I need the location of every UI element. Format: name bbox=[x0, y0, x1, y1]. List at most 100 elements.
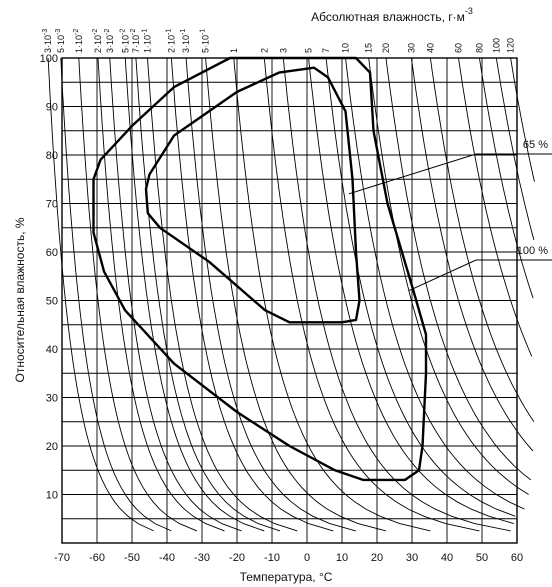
top-tick-mantissa: 1·10 bbox=[143, 35, 153, 53]
top-tick-mantissa: 30 bbox=[406, 43, 416, 53]
x-axis-label: Температура, °С bbox=[240, 570, 333, 584]
top-tick-exponent: -2 bbox=[104, 29, 111, 35]
top-tick-label: 3·10-2 bbox=[104, 29, 115, 53]
top-tick-label: 5·10-2 bbox=[119, 29, 130, 53]
top-tick-label: 3·10-3 bbox=[42, 29, 53, 53]
top-tick-mantissa: 5 bbox=[304, 48, 314, 53]
top-tick-label: 2 bbox=[259, 48, 269, 53]
top-tick-mantissa: 7 bbox=[321, 48, 331, 53]
top-tick-label: 7 bbox=[321, 48, 331, 53]
top-tick-mantissa: 40 bbox=[425, 43, 435, 53]
x-tick-label: -10 bbox=[264, 552, 280, 564]
top-tick-label: 3 bbox=[278, 48, 288, 53]
top-tick-label: 10 bbox=[341, 43, 351, 53]
y-tick-label: 30 bbox=[46, 393, 58, 405]
top-tick-exponent: -2 bbox=[92, 29, 99, 35]
x-tick-label: -60 bbox=[89, 552, 105, 564]
y-axis-label: Относительная влажность, % bbox=[13, 217, 27, 382]
top-tick-exponent: -2 bbox=[73, 29, 80, 35]
absolute-humidity-line bbox=[478, 57, 534, 299]
absolute-humidity-line bbox=[185, 57, 356, 532]
contour-65-percent bbox=[144, 66, 361, 324]
top-tick-exponent: -2 bbox=[119, 29, 126, 35]
annotation-label: 100 % bbox=[517, 245, 548, 257]
absolute-humidity-line bbox=[147, 57, 298, 532]
top-tick-mantissa: 100 bbox=[491, 38, 501, 53]
top-tick-labels: 3·10-35·10-31·10-22·10-23·10-25·10-27·10… bbox=[42, 29, 515, 53]
top-tick-label: 80 bbox=[474, 43, 484, 53]
top-tick-mantissa: 120 bbox=[506, 38, 516, 53]
top-tick-label: 1·10-2 bbox=[73, 29, 84, 53]
x-tick-label: 20 bbox=[371, 552, 383, 564]
top-tick-label: 30 bbox=[406, 43, 416, 53]
top-tick-label: 60 bbox=[454, 43, 464, 53]
top-tick-exponent: -2 bbox=[130, 29, 137, 35]
absolute-humidity-line bbox=[47, 57, 154, 532]
x-tick-label: 10 bbox=[336, 552, 348, 564]
absolute-humidity-line bbox=[263, 57, 480, 532]
absolute-humidity-line bbox=[135, 57, 281, 532]
x-tick-label: 50 bbox=[476, 552, 488, 564]
top-tick-exponent: -1 bbox=[180, 29, 187, 35]
absolute-humidity-lines bbox=[47, 57, 535, 532]
top-tick-mantissa: 3 bbox=[278, 48, 288, 53]
y-tick-label: 40 bbox=[46, 344, 58, 356]
y-tick-label: 100 bbox=[40, 53, 58, 65]
absolute-humidity-line bbox=[170, 57, 334, 532]
top-tick-mantissa: 5·10 bbox=[201, 35, 211, 53]
absolute-humidity-line bbox=[325, 57, 516, 517]
x-tick-label: -40 bbox=[159, 552, 175, 564]
top-tick-label: 100 bbox=[491, 38, 501, 53]
absolute-humidity-line bbox=[308, 57, 514, 525]
x-tick-label: -20 bbox=[229, 552, 245, 564]
y-tick-label: 50 bbox=[46, 296, 58, 308]
top-tick-mantissa: 2 bbox=[259, 48, 269, 53]
top-tick-exponent: -3 bbox=[55, 29, 62, 35]
absolute-humidity-line bbox=[124, 57, 265, 532]
top-tick-mantissa: 3·10 bbox=[105, 35, 115, 53]
absolute-humidity-line bbox=[233, 57, 431, 532]
top-axis-label: Абсолютная влажность, г·м-3 bbox=[311, 6, 473, 24]
x-tick-labels: -70 -60 -50 -40 -30 -20 -10 0 10 20 30 40 50 60 bbox=[54, 552, 523, 564]
top-tick-label: 2·10-1 bbox=[165, 29, 176, 53]
absolute-humidity-line bbox=[458, 57, 533, 357]
x-tick-label: -30 bbox=[194, 552, 210, 564]
top-tick-label: 1 bbox=[229, 48, 239, 53]
absolute-humidity-line bbox=[495, 57, 535, 241]
top-tick-mantissa: 1 bbox=[229, 48, 239, 53]
absolute-humidity-line bbox=[60, 57, 172, 532]
x-tick-label: 60 bbox=[511, 552, 523, 564]
top-tick-mantissa: 20 bbox=[381, 43, 391, 53]
top-tick-mantissa: 2·10 bbox=[93, 35, 103, 53]
contour-layer bbox=[92, 56, 428, 482]
top-axis-label-text: Абсолютная влажность, г·м bbox=[311, 10, 465, 24]
annotation-label: 65 % bbox=[523, 139, 548, 151]
top-tick-label: 1·10-1 bbox=[142, 29, 153, 53]
absolute-humidity-line bbox=[282, 57, 511, 532]
y-tick-label: 10 bbox=[46, 490, 58, 502]
x-tick-label: 30 bbox=[406, 552, 418, 564]
top-tick-mantissa: 80 bbox=[474, 43, 484, 53]
plot-frame bbox=[61, 57, 518, 544]
top-tick-label: 2·10-2 bbox=[92, 29, 103, 53]
top-tick-exponent: -1 bbox=[200, 29, 207, 35]
x-tick-label: 40 bbox=[441, 552, 453, 564]
top-tick-mantissa: 3·10 bbox=[43, 35, 53, 53]
top-tick-mantissa: 5·10 bbox=[56, 35, 66, 53]
top-tick-exponent: -1 bbox=[165, 29, 172, 35]
annotation-leader bbox=[408, 259, 552, 292]
top-tick-label: 3·10-1 bbox=[180, 29, 191, 53]
x-tick-label: -70 bbox=[54, 552, 70, 564]
top-tick-label: 40 bbox=[425, 43, 435, 53]
absolute-humidity-line bbox=[368, 57, 529, 495]
x-tick-label: 0 bbox=[304, 552, 310, 564]
top-tick-label: 20 bbox=[381, 43, 391, 53]
top-tick-label: 7·10-2 bbox=[130, 29, 141, 53]
y-tick-label: 20 bbox=[46, 441, 58, 453]
absolute-humidity-line bbox=[109, 57, 242, 532]
top-tick-exponent: -1 bbox=[142, 29, 149, 35]
absolute-humidity-line bbox=[410, 57, 534, 452]
contour-100-percent bbox=[92, 56, 428, 482]
top-tick-mantissa: 10 bbox=[341, 43, 351, 53]
